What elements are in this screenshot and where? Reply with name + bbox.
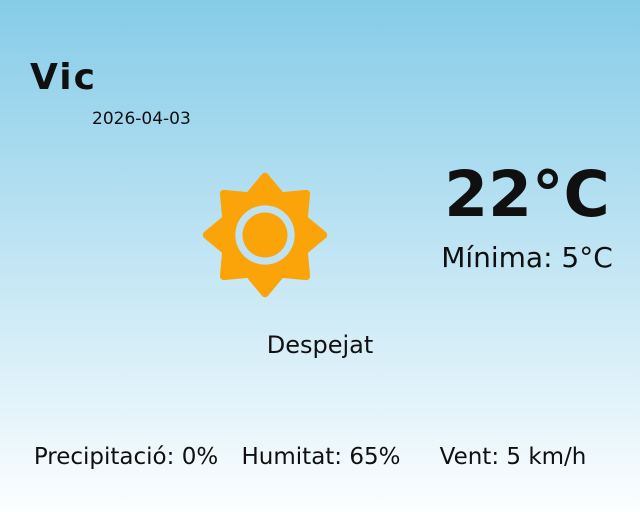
current-temperature: 22°C [444,158,610,231]
stat-humidity: Humitat: 65% [241,444,401,470]
stat-wind: Vent: 5 km/h [439,444,587,470]
sun-core [242,212,288,258]
condition-label: Despejat [266,331,374,359]
city-name: Vic [30,57,97,98]
forecast-date: 2026-04-03 [92,109,191,129]
minimum-temperature: Mínima: 5°C [441,241,613,274]
sun-icon [202,172,328,298]
stat-precipitation: Precipitació: 0% [33,444,219,470]
